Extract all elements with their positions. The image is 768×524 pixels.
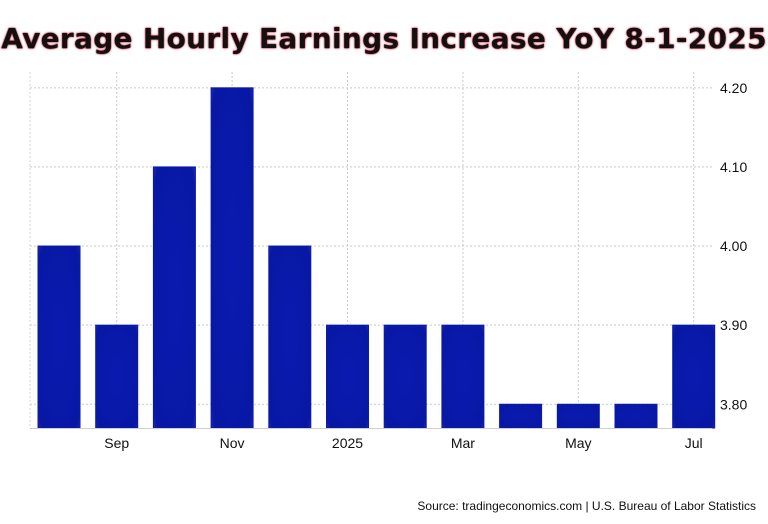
source-note: Source: tradingeconomics.com | U.S. Bure… <box>417 499 756 513</box>
bar-Jul <box>672 324 716 429</box>
y-tick-label: 3.80 <box>720 396 747 412</box>
x-axis: Sep Nov 2025 Mar May Jul <box>30 428 712 451</box>
bar-Mar <box>441 324 485 429</box>
y-tick-label: 4.20 <box>720 80 747 96</box>
bar-Dec <box>268 245 312 429</box>
bar-Oct <box>152 166 196 429</box>
x-tick-label: May <box>565 435 591 451</box>
y-axis: 3.80 3.90 4.00 4.10 4.20 <box>720 80 747 412</box>
y-tick-label: 3.90 <box>720 317 747 333</box>
bar-Feb <box>383 324 427 429</box>
bar-Sep <box>95 324 139 429</box>
y-tick-label: 4.10 <box>720 159 747 175</box>
bar-May <box>556 403 600 429</box>
bar-Apr <box>499 403 543 429</box>
bar-Nov <box>210 87 254 429</box>
y-tick-label: 4.00 <box>720 238 747 254</box>
bar-2025 <box>326 324 369 429</box>
bar-Aug <box>37 245 81 429</box>
chart-title: Average Hourly Earnings Increase YoY 8-1… <box>1 22 767 55</box>
x-tick-label: Sep <box>104 435 129 451</box>
x-tick-label: Nov <box>220 435 245 451</box>
bars <box>37 87 716 429</box>
x-tick-label: Jul <box>685 435 703 451</box>
x-tick-label: 2025 <box>332 435 363 451</box>
x-tick-label: Mar <box>451 435 475 451</box>
bar-Jun <box>614 403 658 429</box>
